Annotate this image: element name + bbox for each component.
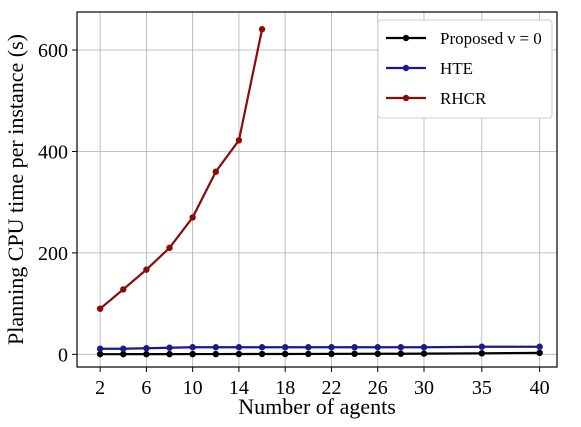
data-point	[397, 350, 405, 357]
data-point	[536, 343, 543, 350]
data-point	[96, 350, 104, 358]
data-point	[96, 345, 104, 352]
legend: Proposed ν = 0 HTE RHCR	[377, 19, 553, 119]
data-point	[235, 350, 243, 358]
legend-label: RHCR	[440, 89, 487, 108]
series-layer	[96, 26, 543, 358]
legend-swatch-marker	[402, 34, 410, 42]
y-tick-label: 200	[38, 243, 68, 265]
x-tick-label: 2	[95, 377, 105, 399]
series-line	[99, 29, 264, 310]
data-point	[478, 343, 486, 350]
x-tick-label: 26	[368, 377, 388, 399]
data-point	[143, 266, 150, 273]
legend-box	[377, 19, 553, 119]
data-point	[258, 26, 266, 33]
plot-frame	[76, 11, 558, 368]
data-point	[258, 344, 266, 351]
data-point	[374, 344, 381, 351]
data-point	[328, 344, 335, 351]
data-point	[120, 350, 127, 358]
x-tick-label: 14	[229, 377, 249, 399]
data-point	[478, 350, 486, 357]
data-point	[420, 350, 428, 357]
x-tick-label: 40	[530, 377, 550, 399]
series-line	[100, 345, 540, 350]
x-tick-label: 22	[321, 377, 341, 399]
legend-swatch-marker	[402, 64, 410, 72]
y-axis-title: Planning CPU time per instance (s)	[3, 34, 28, 345]
data-point	[143, 350, 150, 358]
data-point	[351, 344, 358, 351]
data-point	[374, 350, 381, 357]
data-point	[166, 244, 173, 252]
data-point	[212, 344, 219, 351]
x-tick-label: 6	[141, 377, 151, 399]
data-point	[120, 345, 127, 352]
data-point	[305, 350, 312, 358]
data-point	[189, 344, 196, 351]
data-point	[189, 350, 196, 358]
data-point	[143, 345, 150, 352]
data-point	[397, 344, 405, 351]
series-2	[96, 26, 266, 312]
data-point	[305, 344, 312, 351]
data-point	[96, 305, 104, 312]
data-point	[166, 344, 173, 351]
x-axis-title: Number of agents	[238, 394, 396, 419]
data-point	[536, 349, 543, 356]
y-tick-label: 600	[38, 40, 68, 62]
data-point	[235, 344, 243, 351]
series-1	[96, 343, 543, 352]
data-point	[166, 350, 173, 358]
x-tick-label: 18	[275, 377, 295, 399]
legend-label: Proposed ν = 0	[440, 29, 542, 48]
y-tick-label: 400	[38, 141, 68, 163]
data-point	[281, 350, 289, 358]
data-point	[281, 344, 289, 351]
legend-label: HTE	[440, 59, 473, 78]
series-0	[96, 349, 543, 358]
data-point	[189, 214, 196, 221]
data-point	[258, 350, 266, 358]
x-tick-label: 30	[414, 377, 434, 399]
x-tick-label: 10	[183, 377, 203, 399]
data-point	[351, 350, 358, 358]
x-tick-label: 35	[472, 377, 492, 399]
data-point	[328, 350, 335, 358]
data-point	[420, 344, 428, 351]
legend-swatch-marker	[402, 94, 410, 102]
data-point	[212, 350, 219, 358]
data-point	[235, 137, 243, 144]
series-line	[100, 351, 540, 356]
y-tick-label: 0	[58, 344, 68, 366]
data-point	[212, 168, 219, 175]
data-point	[120, 286, 127, 293]
